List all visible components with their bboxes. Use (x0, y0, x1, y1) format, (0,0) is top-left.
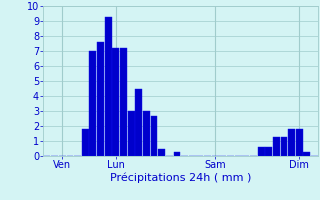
Bar (90, 51, 96, 156)
Bar (143, 111, 150, 156)
Bar (258, 147, 265, 156)
Bar (273, 137, 280, 156)
Bar (296, 129, 303, 156)
Bar (151, 116, 157, 156)
Bar (173, 152, 180, 156)
Bar (97, 42, 104, 156)
Bar (120, 48, 127, 156)
Bar (82, 129, 89, 156)
Bar (303, 152, 310, 156)
Bar (112, 48, 119, 156)
Bar (281, 137, 287, 156)
Bar (158, 148, 165, 156)
Bar (128, 111, 134, 156)
Bar (288, 129, 295, 156)
Bar (265, 147, 272, 156)
Bar (105, 17, 112, 156)
Bar (135, 88, 142, 156)
X-axis label: Précipitations 24h ( mm ): Précipitations 24h ( mm ) (110, 173, 252, 183)
